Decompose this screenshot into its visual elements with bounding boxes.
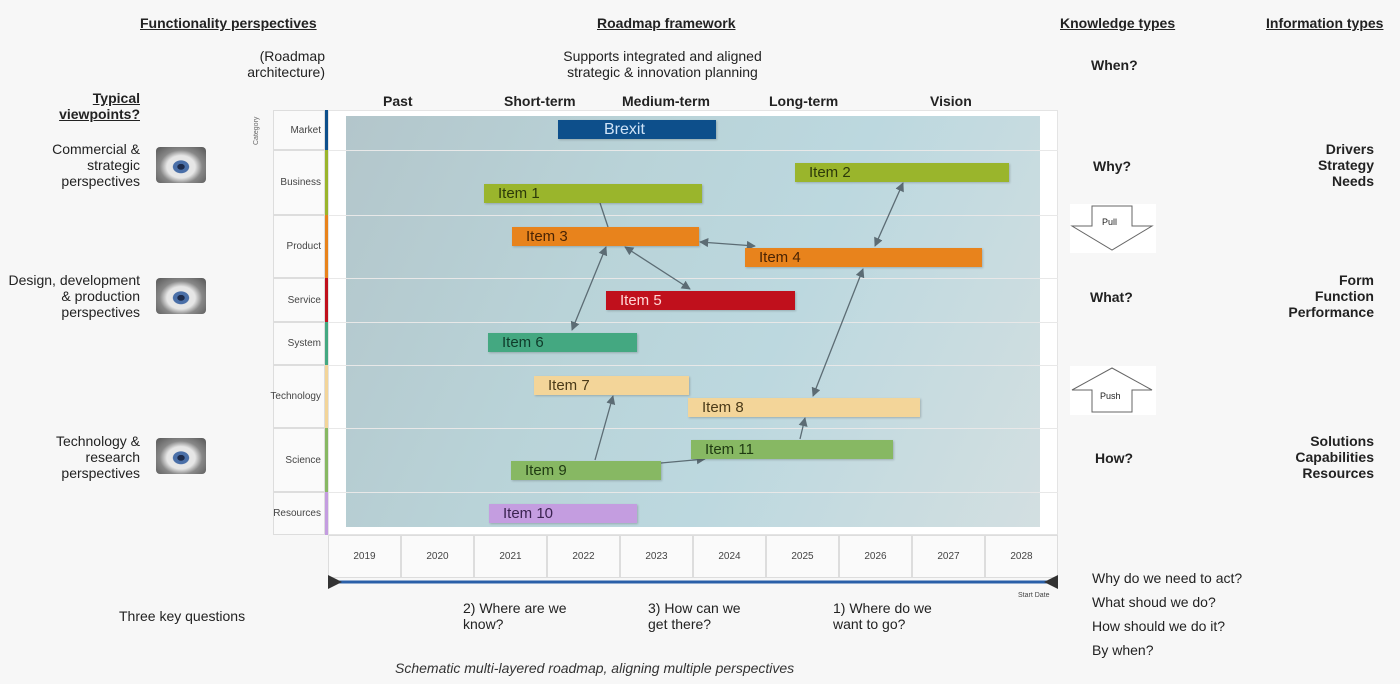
- year-2026: 2026: [839, 535, 912, 578]
- information-header: Information types: [1266, 15, 1384, 31]
- pull-label: Pull: [1102, 217, 1118, 227]
- dependency-arrow: [594, 395, 616, 461]
- roadmap-item: Item 9: [511, 461, 661, 480]
- category-color-bar: [325, 322, 328, 365]
- dependency-arrow: [624, 246, 691, 290]
- year-2025: 2025: [766, 535, 839, 578]
- category-color-bar: [325, 215, 328, 278]
- year-2028: 2028: [985, 535, 1058, 578]
- phase-label: Long-term: [769, 93, 839, 109]
- framework-header: Roadmap framework: [597, 15, 736, 31]
- act-question: By when?: [1092, 642, 1154, 658]
- year-2021: 2021: [474, 535, 547, 578]
- knowledge-what: What?: [1090, 289, 1133, 305]
- roadmap-item: Item 4: [745, 248, 982, 267]
- question-2: 2) Where are we know?: [463, 600, 567, 632]
- year-2022: 2022: [547, 535, 620, 578]
- typical-viewpoints: Typical viewpoints?: [59, 90, 140, 122]
- phase-label: Medium-term: [622, 93, 710, 109]
- category-product: Product: [273, 215, 325, 278]
- viewpoint-technology: Technology & research perspectives: [55, 433, 140, 481]
- category-color-bar: [325, 150, 328, 215]
- info-solutions: Solutions Capabilities Resources: [1295, 433, 1374, 481]
- roadmap-item: Item 10: [489, 504, 637, 523]
- row-divider: [328, 215, 1058, 216]
- phase-label: Vision: [930, 93, 972, 109]
- year-2023: 2023: [620, 535, 693, 578]
- roadmap-item: Item 2: [795, 163, 1009, 182]
- questions-label: Three key questions: [119, 608, 246, 624]
- dependency-arrow: [599, 202, 609, 228]
- category-color-bar: [325, 428, 328, 492]
- eye-icon: [156, 438, 206, 474]
- row-divider: [328, 365, 1058, 366]
- roadmap-item: Item 5: [606, 291, 795, 310]
- category-color-bar: [325, 110, 328, 150]
- roadmap-item: Item 1: [484, 184, 702, 203]
- dependency-arrow: [699, 238, 756, 250]
- roadmap-item: Item 7: [534, 376, 689, 395]
- category-science: Science: [273, 428, 325, 492]
- timeline-label: Start Date: [1018, 592, 1050, 599]
- category-color-bar: [325, 365, 328, 428]
- year-2020: 2020: [401, 535, 474, 578]
- row-divider: [328, 278, 1058, 279]
- category-color-bar: [325, 492, 328, 535]
- question-3: 3) How can we get there?: [648, 600, 741, 632]
- category-system: System: [273, 322, 325, 365]
- roadmap-item: Item 3: [512, 227, 699, 246]
- push-arrow-icon: Push: [1070, 366, 1156, 415]
- dependency-arrow: [811, 268, 865, 397]
- info-drivers: Drivers Strategy Needs: [1317, 141, 1374, 189]
- row-divider: [328, 150, 1058, 151]
- category-service: Service: [273, 278, 325, 322]
- dependency-arrow: [570, 246, 608, 331]
- dependency-arrow: [660, 455, 706, 465]
- knowledge-why: Why?: [1093, 158, 1132, 174]
- roadmap-item: Item 8: [688, 398, 920, 417]
- year-2019: 2019: [328, 535, 401, 578]
- roadmap-item: Item 6: [488, 333, 637, 352]
- phase-label: Short-term: [504, 93, 576, 109]
- caption: Schematic multi-layered roadmap, alignin…: [395, 660, 795, 676]
- roadmap-item: Brexit: [558, 120, 716, 139]
- year-2027: 2027: [912, 535, 985, 578]
- knowledge-header: Knowledge types: [1060, 15, 1176, 31]
- question-1: 1) Where do we want to go?: [833, 600, 932, 632]
- row-divider: [328, 428, 1058, 429]
- supports-text: Supports integrated and aligned strategi…: [563, 48, 762, 80]
- category-technology: Technology: [270, 365, 325, 428]
- act-question: Why do we need to act?: [1092, 570, 1243, 586]
- year-2024: 2024: [693, 535, 766, 578]
- viewpoint-design: Design, development & production perspec…: [8, 272, 140, 320]
- category-resources: Resources: [273, 492, 325, 535]
- category-market: Market: [273, 110, 325, 150]
- eye-icon: [156, 147, 206, 183]
- pull-arrow-icon: Pull: [1070, 204, 1156, 253]
- eye-icon: [156, 278, 206, 314]
- knowledge-when: When?: [1091, 57, 1138, 73]
- act-question: What shoud we do?: [1092, 594, 1216, 610]
- roadmap-item: Item 11: [691, 440, 893, 459]
- info-form: Form Function Performance: [1288, 272, 1374, 320]
- push-label: Push: [1100, 391, 1121, 401]
- row-divider: [328, 322, 1058, 323]
- architecture-label: (Roadmap architecture): [247, 48, 325, 80]
- category-business: Business: [273, 150, 325, 215]
- dependency-arrow: [798, 417, 808, 440]
- phase-label: Past: [383, 93, 413, 109]
- act-question: How should we do it?: [1092, 618, 1226, 634]
- row-divider: [328, 492, 1058, 493]
- category-color-bar: [325, 278, 328, 322]
- functionality-header: Functionality perspectives: [140, 15, 317, 31]
- dependency-arrow: [874, 182, 904, 247]
- viewpoint-commercial: Commercial & strategic perspectives: [52, 141, 140, 189]
- knowledge-how: How?: [1095, 450, 1134, 466]
- timeline: [328, 575, 1058, 589]
